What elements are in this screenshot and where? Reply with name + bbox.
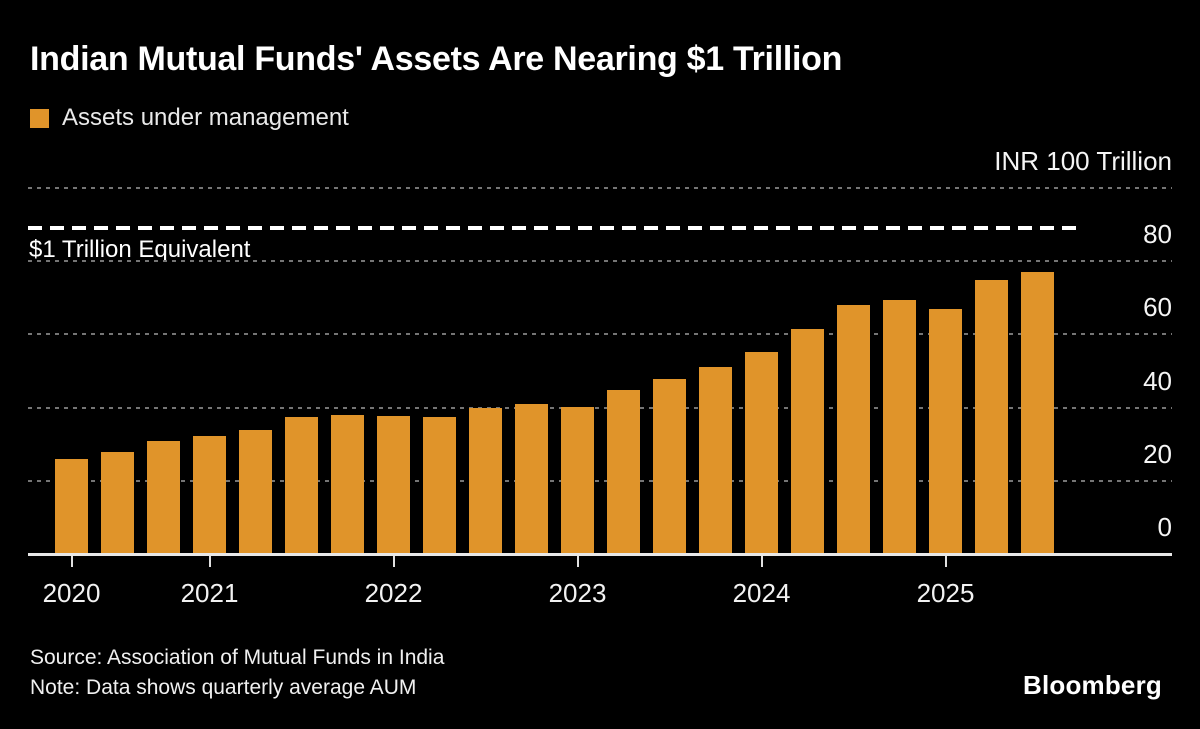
legend-label-aum: Assets under management — [62, 104, 349, 131]
y-axis-label-0: 0 — [1157, 512, 1172, 542]
bar-q4-2022 — [515, 403, 548, 554]
source-note: Source: Association of Mutual Funds in I… — [30, 646, 445, 669]
chart-title: Indian Mutual Funds' Assets Are Nearing … — [30, 40, 843, 78]
x-tick-2024 — [760, 556, 763, 567]
bar-q1-2023 — [561, 407, 594, 554]
bar-q4-2023 — [699, 367, 732, 554]
bar-q3-2020 — [101, 452, 134, 554]
bar-q2-2024 — [791, 328, 824, 554]
y-axis-label-40: 40 — [1143, 365, 1172, 396]
data-note: Note: Data shows quarterly average AUM — [30, 676, 417, 699]
bar-q3-2024 — [837, 305, 870, 554]
bar-q4-2024 — [883, 299, 916, 554]
bar-q3-2025 — [1021, 272, 1054, 554]
x-axis-label-2024: 2024 — [732, 578, 791, 608]
reference-line-label: $1 Trillion Equivalent — [29, 236, 251, 263]
y-axis-label-80: 80 — [1143, 219, 1172, 250]
legend-swatch-aum — [30, 108, 49, 128]
x-tick-2025 — [944, 556, 947, 567]
bar-q2-2022 — [423, 417, 456, 554]
gridline-60 — [28, 333, 1172, 336]
y-axis-unit-label: INR 100 Trillion — [994, 146, 1172, 176]
y-axis-label-20: 20 — [1143, 438, 1172, 469]
x-tick-2020 — [70, 556, 73, 567]
x-tick-2022 — [392, 556, 395, 567]
bar-q2-2021 — [239, 429, 272, 554]
x-axis-label-2022: 2022 — [364, 578, 423, 608]
bar-q3-2023 — [653, 379, 686, 554]
bar-q1-2021 — [193, 436, 226, 554]
bar-q2-2020 — [55, 458, 88, 554]
x-tick-2021 — [208, 556, 211, 567]
bar-q1-2025 — [929, 309, 962, 554]
x-axis-label-2020: 2020 — [42, 578, 101, 608]
bar-q4-2021 — [331, 415, 364, 554]
bar-q1-2022 — [377, 416, 410, 554]
gridline-40 — [28, 406, 1172, 409]
y-axis-label-60: 60 — [1143, 292, 1172, 323]
x-axis-label-2021: 2021 — [180, 578, 239, 608]
x-axis-line — [28, 553, 1172, 556]
bar-q4-2020 — [147, 440, 180, 554]
gridline-80 — [28, 260, 1172, 263]
bar-q2-2023 — [607, 389, 640, 554]
bar-q3-2021 — [285, 417, 318, 554]
x-tick-2023 — [576, 556, 579, 567]
bar-q2-2025 — [975, 279, 1008, 554]
gridline-100 — [28, 187, 1172, 189]
one-trillion-reference-line — [28, 226, 1076, 231]
legend: Assets under management — [30, 104, 349, 132]
bar-q1-2024 — [745, 352, 778, 554]
bloomberg-logo: Bloomberg — [1022, 670, 1162, 700]
gridline-20 — [28, 479, 1172, 482]
bar-q3-2022 — [469, 407, 502, 554]
x-axis-label-2023: 2023 — [548, 578, 607, 608]
x-axis-label-2025: 2025 — [916, 578, 975, 608]
